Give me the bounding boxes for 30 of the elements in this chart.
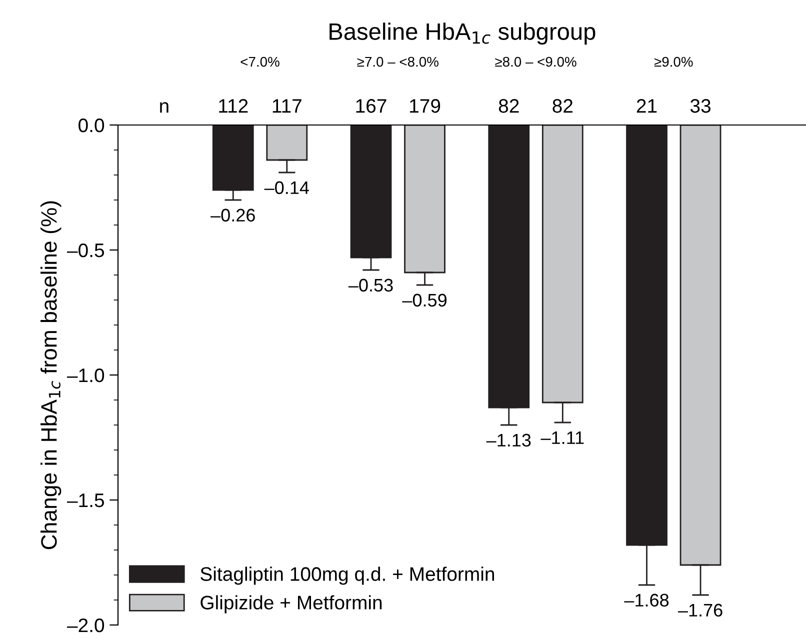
y-axis-title: Change in HbA$_{1c}$ from baseline (%) [40, 201, 62, 550]
data-label: –1.13 [486, 434, 531, 447]
text: 33 [690, 99, 710, 113]
y-tick-label: –0.5 [66, 243, 104, 258]
x-tick-label: ≥7.0 – <8.0% [357, 56, 438, 67]
text: 112 [219, 99, 248, 113]
x-tick-label: ≥9.0% [654, 56, 693, 67]
x-tick-label: <7.0% [240, 56, 280, 67]
data-label: –1.68 [624, 594, 669, 607]
y-tick-label: –1.5 [66, 494, 104, 508]
text: 82 [498, 99, 519, 113]
y-tick-label: –2.0 [66, 618, 104, 632]
x-axis-title: Baseline HbA$_{1c}$ subgroup [330, 22, 596, 45]
legend-label: Glipizide + Metformin [200, 595, 382, 614]
text: 117 [272, 99, 302, 113]
text: n [160, 102, 168, 113]
text: 167 [356, 99, 386, 113]
y-tick-label: –1.0 [66, 368, 104, 382]
data-label: –0.59 [402, 294, 447, 307]
text: 21 [636, 99, 657, 113]
data-label: –0.26 [210, 208, 255, 222]
text: 179 [410, 99, 440, 113]
data-label: –0.14 [264, 181, 309, 194]
y-tick-label: 0.0 [78, 118, 104, 132]
x-tick-label: ≥8.0 – <9.0% [495, 56, 576, 67]
data-label: –1.76 [678, 604, 722, 617]
text: 82 [552, 99, 572, 113]
data-label: –0.53 [348, 278, 393, 292]
legend-label: Sitagliptin 100mg q.d. + Metformin [200, 566, 494, 585]
data-label: –1.11 [540, 431, 584, 444]
